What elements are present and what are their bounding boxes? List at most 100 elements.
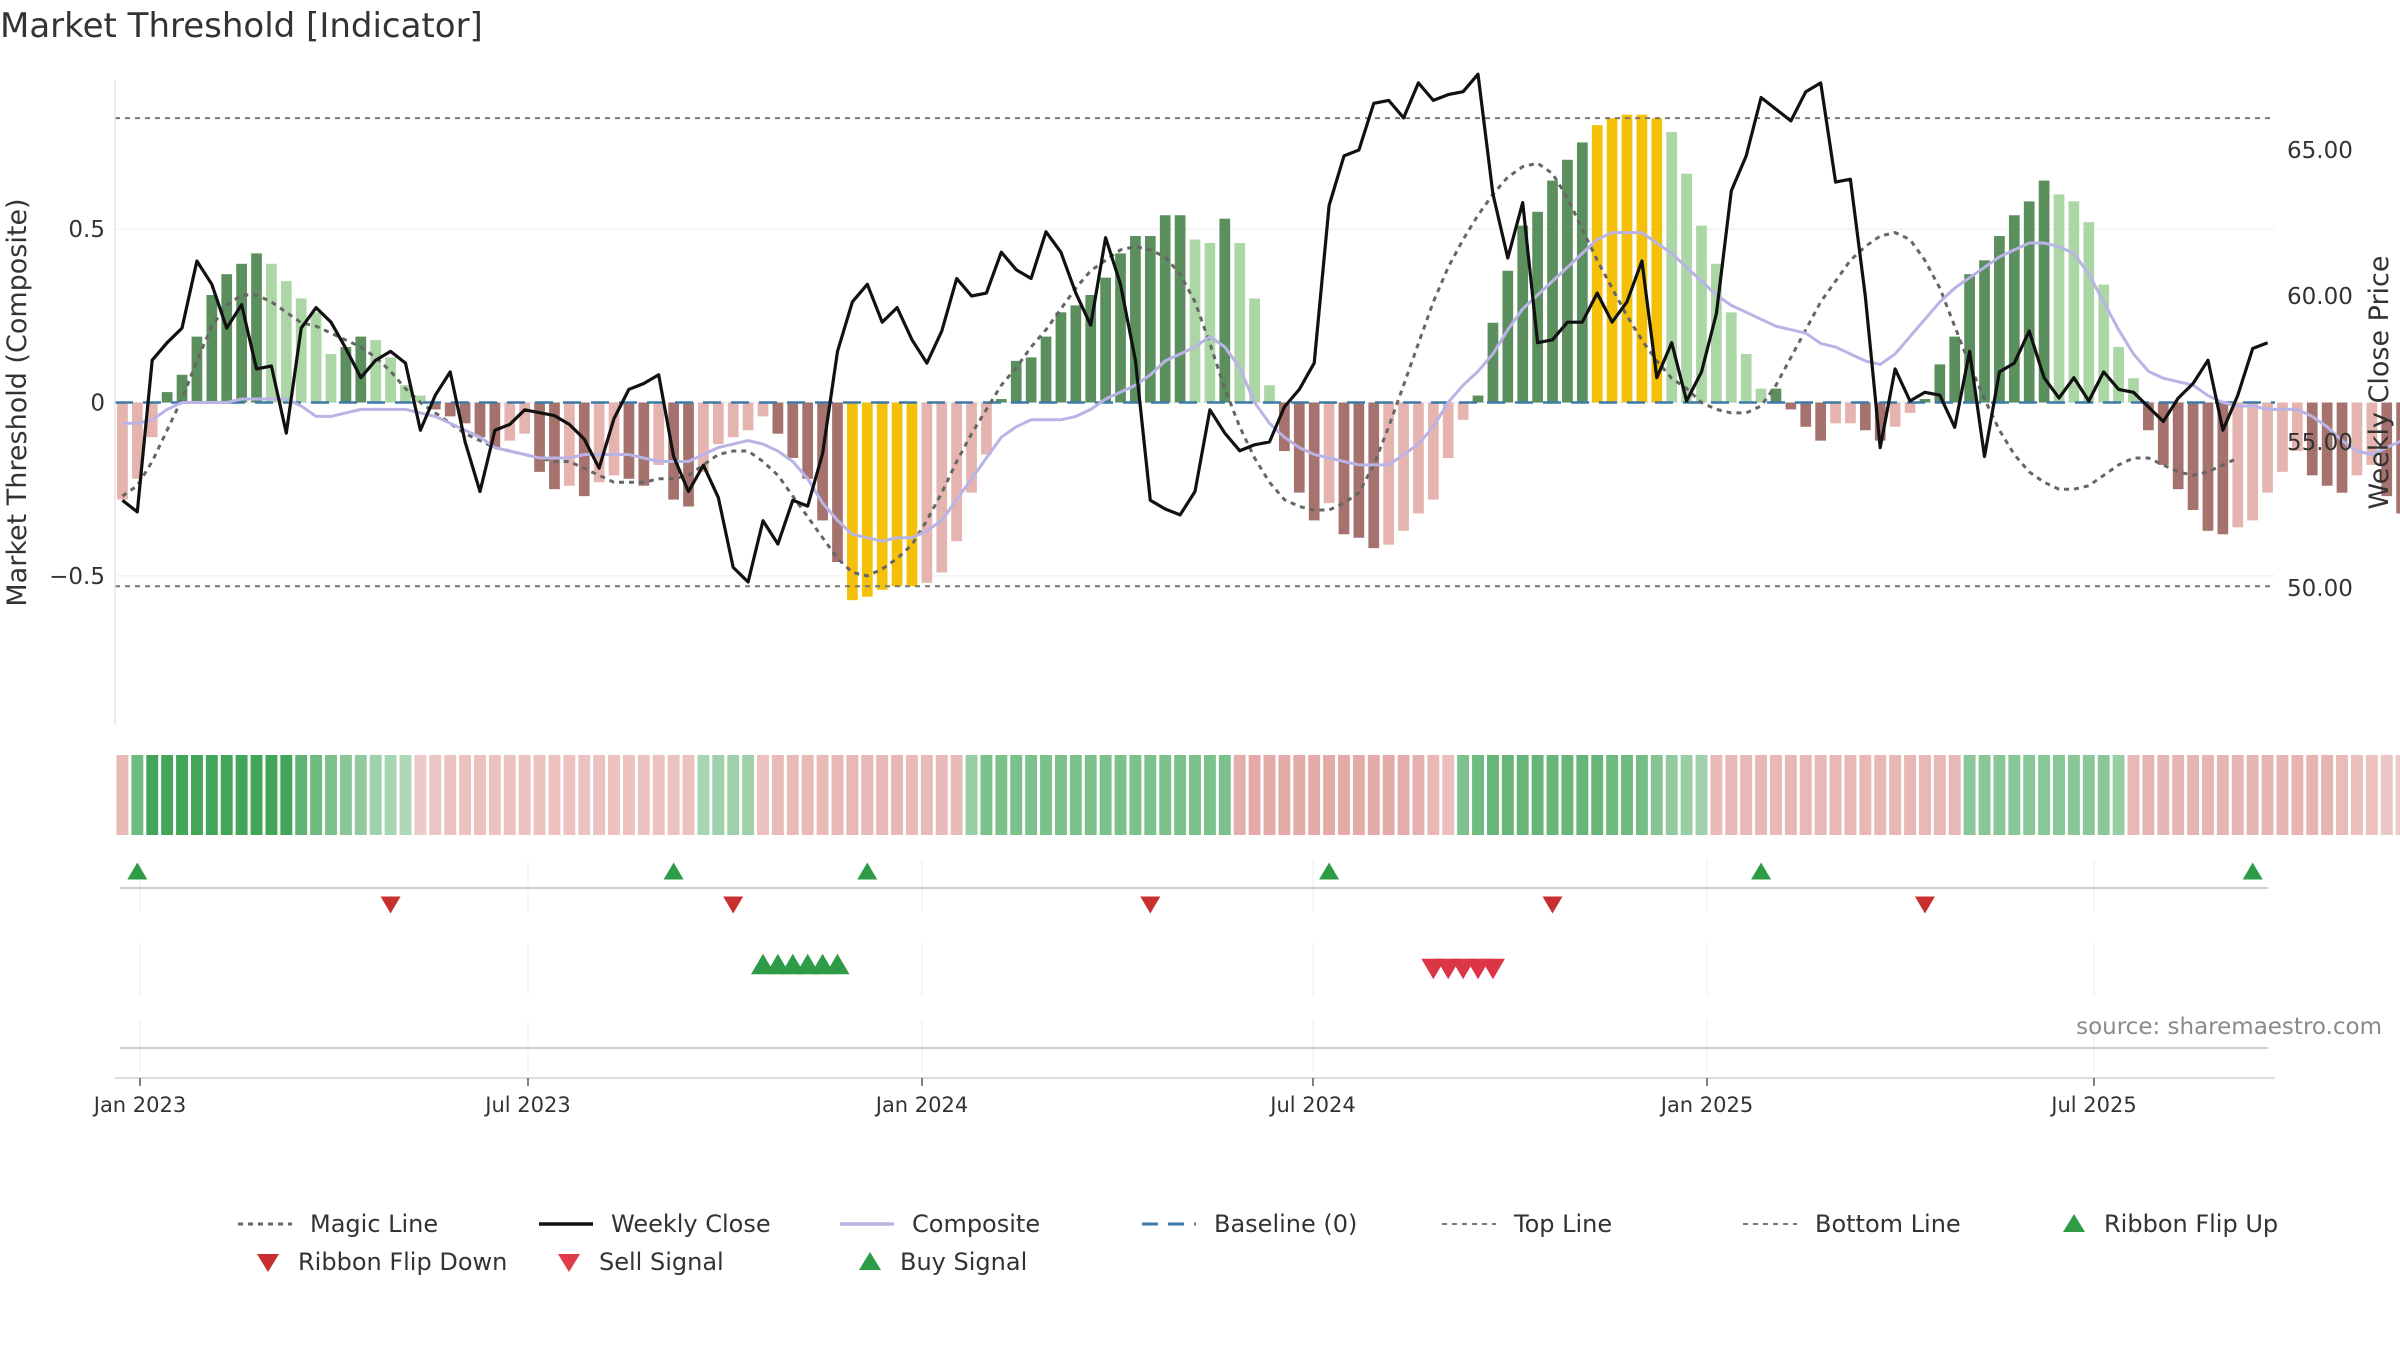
legend-item: Magic Line [236,1210,438,1238]
ribbon-cell [1278,755,1291,835]
legend-swatch [840,1222,894,1226]
ribbon-flip-up-marker [1751,862,1772,880]
ribbon-cell [131,755,144,835]
left-tick-label: −0.5 [49,564,105,590]
composite-bar [2232,402,2244,528]
composite-bar [787,402,799,458]
composite-bar [1070,305,1082,403]
ribbon-cell [2380,755,2393,835]
composite-bar [861,402,873,597]
ribbon-cell [310,755,323,835]
sell-signal-marker [1480,958,1505,980]
composite-bar [981,402,992,455]
composite-bar [1517,225,1529,403]
composite-bar [1859,402,1871,431]
ribbon-cell [205,755,218,835]
legend-swatch [238,1222,292,1226]
ribbon-cell [742,755,755,835]
ribbon-cell [1799,755,1812,835]
ribbon-cell [1099,755,1112,835]
ribbon-cell [593,755,606,835]
ribbon-cell [2127,755,2140,835]
ribbon-cell [518,755,531,835]
ribbon-flip-down-marker [723,896,744,914]
composite-bar [2277,402,2288,472]
ribbon-cell [1189,755,1201,835]
ribbon-cell [1933,755,1946,835]
ribbon-cell [891,755,904,835]
legend-swatch [539,1222,593,1226]
ribbon-cell [652,755,665,835]
ribbon-cell [2350,755,2363,835]
ribbon-cell [2246,755,2259,835]
ribbon-cell [1442,755,1455,835]
ribbon-cell [1814,755,1827,835]
legend-item: Top Line [1440,1210,1612,1238]
ribbon-cell [712,755,725,835]
composite-bar [683,402,694,507]
composite-bar [2366,402,2378,465]
composite-bar [1353,402,1365,538]
ribbon-cell [2157,755,2170,835]
composite-bar [698,402,709,472]
ribbon-cell [1680,755,1693,835]
legend-label: Magic Line [310,1210,439,1238]
ribbon-cell [667,755,680,835]
ribbon-cell [935,755,948,835]
signal-panels [115,860,2275,1079]
composite-bar [1413,402,1424,514]
x-tick-label: Jan 2024 [874,1093,969,1117]
composite-bar [2053,194,2065,403]
ribbon-cell [2336,755,2348,835]
composite-bar [2321,402,2333,486]
ribbon-cell [1531,755,1544,835]
axes: 0.5 0 −0.5 65.00 60.00 55.00 50.00 Market Thres… [2,80,2395,725]
composite-bar [1964,274,1975,403]
left-tick-label: 0.5 [68,217,105,243]
composite-bar [2381,402,2393,497]
composite-bar [2083,222,2095,403]
composite-bar [1740,353,1752,403]
composite-bar [2113,347,2124,403]
ribbon-cell [280,755,293,835]
ribbon-cell [1829,755,1842,835]
legend-label: Baseline (0) [1214,1210,1358,1238]
legend-swatch [558,1254,580,1272]
buy-signal-marker [825,953,850,975]
composite-bar [1040,336,1052,403]
ribbon-cell [339,755,352,835]
x-tick-label: Jul 2024 [1268,1093,1355,1117]
legend-swatch [1743,1223,1797,1225]
composite-bar [1979,260,1990,403]
composite-bar [2336,402,2348,493]
composite-bar [489,402,501,448]
ribbon-cell [220,755,233,835]
legend-swatch [257,1254,279,1272]
ribbon-cell [846,755,859,835]
ribbon-cell [503,755,516,835]
ribbon-cell [1874,755,1887,835]
ribbon-cell [369,755,382,835]
ribbon-cell [1203,755,1216,835]
composite-bar [459,402,471,424]
composite-bar [1576,142,1588,403]
chart-canvas: 0.5 0 −0.5 65.00 60.00 55.00 50.00 Market Thres… [2,72,2400,1117]
ribbon-cell [1725,755,1738,835]
ribbon-cell [1308,755,1321,835]
ribbon-cell [399,755,412,835]
composite-bar [1442,402,1454,458]
ribbon-cell [1084,755,1097,835]
composite-bar [2143,402,2154,431]
ribbon-cell [1025,755,1038,835]
ribbon-cell [1144,755,1157,835]
composite-bar [1785,402,1797,410]
ribbon-cell [757,755,769,835]
ribbon-cell [444,755,457,835]
composite-bar [325,353,337,403]
composite-bar [1845,402,1856,424]
ribbon-cell [1010,755,1023,835]
composite-bar [847,402,858,601]
ribbon-cell [920,755,933,835]
composite-bar [2008,215,2020,403]
composite-bar [1904,402,1916,413]
